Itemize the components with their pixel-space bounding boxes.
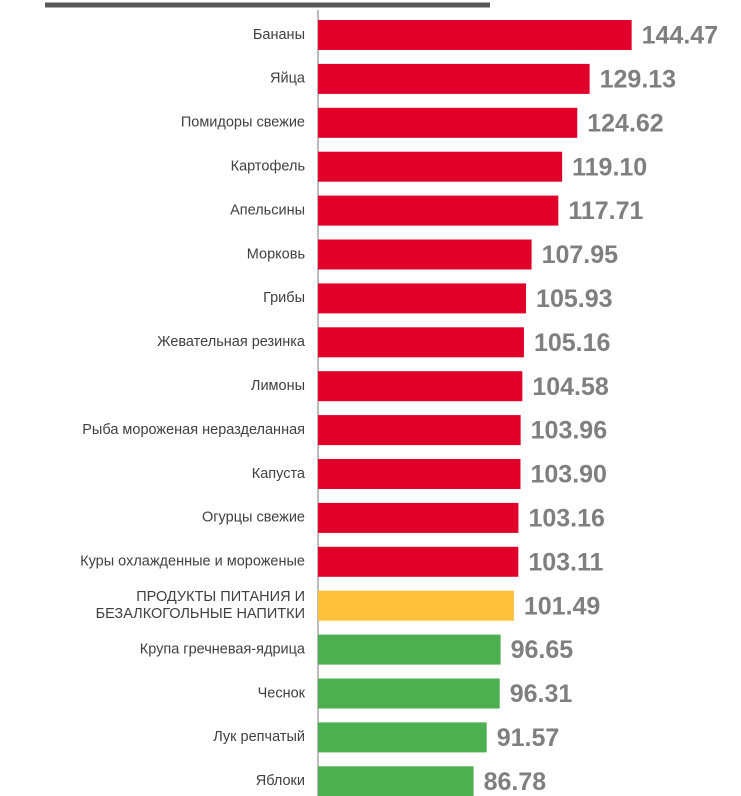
value-label: 103.11 <box>528 548 603 576</box>
category-label: Огурцы свежие <box>202 510 305 526</box>
category-label: Жевательная резинка <box>157 334 306 350</box>
bar <box>318 239 532 270</box>
category-label: Грибы <box>263 290 305 306</box>
value-label: 144.47 <box>642 22 718 50</box>
value-label: 103.16 <box>528 505 604 533</box>
value-label: 107.95 <box>542 241 619 269</box>
category-label: Рыба мороженая неразделанная <box>82 422 305 438</box>
bar <box>318 546 519 577</box>
bar <box>318 107 578 138</box>
value-label: 103.96 <box>531 417 607 445</box>
category-label: Лимоны <box>251 378 305 394</box>
bar <box>318 327 524 358</box>
category-label: Куры охлажденные и мороженые <box>80 554 305 570</box>
value-label: 103.90 <box>530 461 606 489</box>
bar <box>318 590 514 621</box>
bar <box>318 415 521 446</box>
category-label: Яйца <box>270 71 306 87</box>
bar <box>318 283 527 314</box>
category-label: ПРОДУКТЫ ПИТАНИЯ И БЕЗАЛКОГОЛЬНЫЕ НАПИТКИ <box>96 589 305 622</box>
value-label: 105.93 <box>536 285 612 313</box>
value-label: 96.65 <box>511 636 574 664</box>
bar <box>318 634 501 665</box>
category-label: Яблоки <box>256 773 305 789</box>
value-label: 117.71 <box>568 197 643 225</box>
bar <box>318 20 632 50</box>
category-label: Апельсины <box>230 202 305 218</box>
bar <box>318 678 500 709</box>
bar <box>318 371 523 402</box>
category-label: Крупа гречневая-ядрица <box>140 641 306 657</box>
value-label: 86.78 <box>484 768 547 796</box>
category-label: Лук репчатый <box>213 729 305 745</box>
value-label: 119.10 <box>572 153 647 181</box>
value-label: 104.58 <box>532 373 609 401</box>
category-label: Бананы <box>253 27 305 43</box>
bar <box>318 502 519 533</box>
value-label: 129.13 <box>600 66 676 94</box>
category-label: Помидоры свежие <box>181 115 305 131</box>
bar <box>318 63 590 94</box>
value-label: 105.16 <box>534 329 610 357</box>
value-label: 96.31 <box>510 680 573 708</box>
category-label: Капуста <box>252 466 306 482</box>
bar <box>318 766 474 796</box>
category-label: Морковь <box>247 246 305 262</box>
bar <box>318 722 487 753</box>
value-label: 124.62 <box>587 109 663 137</box>
bar <box>318 195 559 226</box>
value-label: 101.49 <box>524 592 600 620</box>
bar <box>318 151 563 182</box>
category-label: Картофель <box>231 159 305 175</box>
value-label: 91.57 <box>497 724 560 752</box>
bar <box>318 459 521 489</box>
category-label: Чеснок <box>258 685 306 701</box>
